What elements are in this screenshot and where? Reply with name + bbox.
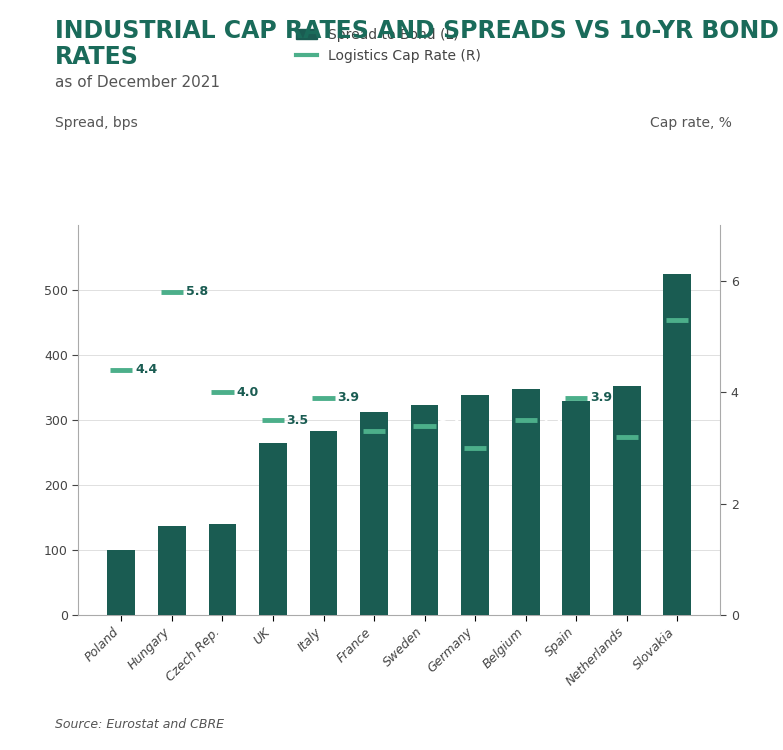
Bar (208, 524, 236, 615)
Text: RATES: RATES (55, 45, 139, 69)
Bar (461, 395, 489, 615)
Text: as of December 2021: as of December 2021 (55, 75, 220, 90)
Text: 3.5: 3.5 (539, 413, 561, 427)
Text: 4.4: 4.4 (135, 363, 157, 376)
Text: 3.9: 3.9 (590, 392, 612, 404)
Legend: Spread to Bond (L), Logistics Cap Rate (R): Spread to Bond (L), Logistics Cap Rate (… (290, 22, 486, 68)
Text: 3.3: 3.3 (388, 424, 410, 438)
Text: Spread, bps: Spread, bps (55, 116, 138, 130)
Text: 3.4: 3.4 (438, 419, 460, 432)
Bar (259, 442, 287, 615)
Text: 5.8: 5.8 (186, 285, 207, 298)
Text: 5.3: 5.3 (691, 314, 713, 326)
Text: INDUSTRIAL CAP RATES AND SPREADS VS 10-YR BOND: INDUSTRIAL CAP RATES AND SPREADS VS 10-Y… (55, 19, 778, 43)
Text: 4.0: 4.0 (236, 386, 258, 399)
Text: 3.0: 3.0 (489, 441, 511, 454)
Text: Source: Eurostat and CBRE: Source: Eurostat and CBRE (55, 718, 224, 731)
Text: 3.2: 3.2 (640, 430, 662, 443)
Bar (360, 412, 388, 615)
Text: 3.5: 3.5 (287, 413, 309, 427)
Text: Cap rate, %: Cap rate, % (650, 116, 732, 130)
Text: 3.9: 3.9 (337, 392, 359, 404)
Bar (663, 274, 691, 615)
Bar (411, 405, 438, 615)
Bar (107, 550, 135, 615)
Bar (309, 431, 337, 615)
Bar (562, 400, 590, 615)
Bar (512, 388, 539, 615)
Bar (613, 386, 640, 615)
Bar (158, 526, 186, 615)
